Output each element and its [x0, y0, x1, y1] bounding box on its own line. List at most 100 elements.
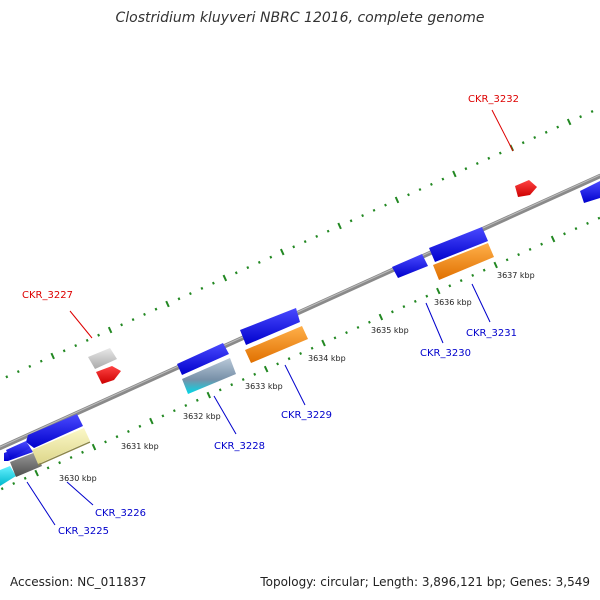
- outer-tick: [566, 118, 572, 126]
- inner-tick: [517, 253, 521, 257]
- outer-tick: [464, 167, 468, 171]
- inner-tick: [195, 398, 199, 402]
- gene-feature-yellow[interactable]: [32, 428, 90, 464]
- scale-label-3635: 3635 kbp: [371, 326, 409, 335]
- gene-label-3226[interactable]: CKR_3226: [95, 508, 146, 519]
- genes-label: Genes:: [509, 575, 552, 589]
- inner-tick: [263, 365, 269, 373]
- outer-tick: [120, 323, 124, 327]
- inner-tick: [58, 461, 62, 465]
- outer-tick: [521, 141, 525, 145]
- gene-label-3225[interactable]: CKR_3225: [58, 526, 109, 537]
- outer-tick: [394, 196, 400, 204]
- outer-tick: [556, 125, 560, 129]
- outer-tick: [407, 193, 410, 197]
- genes-value: 3,549: [555, 575, 590, 589]
- outer-tick: [16, 370, 20, 374]
- outer-tick: [246, 266, 250, 270]
- outer-tick: [74, 344, 78, 348]
- gene-feature-blue-3229a[interactable]: [240, 308, 300, 345]
- inner-tick: [459, 279, 463, 283]
- gene-feature-lightgray-3227[interactable]: [88, 348, 117, 369]
- inner-tick: [0, 487, 4, 491]
- accession-value: NC_011837: [77, 575, 147, 589]
- outer-tick: [429, 182, 433, 186]
- inner-tick: [253, 372, 257, 376]
- inner-tick: [597, 216, 600, 220]
- outer-tick: [315, 234, 319, 238]
- inner-tick: [161, 414, 165, 418]
- leader-3230: [425, 302, 444, 344]
- gene-feature-red-3227[interactable]: [96, 366, 121, 384]
- leader-3226: [66, 481, 94, 506]
- inner-tick: [115, 435, 119, 439]
- scale-label-3633: 3633 kbp: [245, 382, 283, 391]
- outer-tick: [39, 359, 43, 363]
- leader-3229: [284, 364, 306, 406]
- inner-tick: [505, 258, 509, 262]
- gene-feature-blue-2[interactable]: [26, 414, 83, 448]
- inner-tick: [413, 299, 417, 303]
- gene-feature-yellow-shadow: [37, 441, 91, 466]
- gene-features: [0, 180, 600, 486]
- inner-tick: [390, 310, 394, 314]
- gene-label-3229[interactable]: CKR_3229: [281, 410, 332, 421]
- outer-tick: [533, 135, 537, 140]
- gene-label-3231[interactable]: CKR_3231: [466, 328, 517, 339]
- gene-label-3230[interactable]: CKR_3230: [420, 348, 471, 359]
- gene-feature-blue-right[interactable]: [580, 181, 600, 203]
- inner-tick: [287, 357, 291, 361]
- gene-feature-blue-3230[interactable]: [392, 254, 428, 278]
- outer-tick: [165, 300, 170, 308]
- gene-feature-blue-3231a[interactable]: [429, 227, 488, 262]
- outer-tick: [200, 286, 204, 290]
- length-label: Length:: [372, 575, 419, 589]
- inner-tick: [81, 450, 84, 454]
- inner-tick: [69, 455, 73, 460]
- gene-labels: CKR_3225 CKR_3226 CKR_3227 CKR_3228 CKR_…: [22, 94, 519, 537]
- outer-tick: [97, 333, 101, 337]
- inner-tick-row: [0, 216, 600, 491]
- outer-tick: [475, 161, 479, 166]
- gene-feature-red-3232[interactable]: [515, 180, 537, 197]
- scale-label-3636: 3636 kbp: [434, 298, 472, 307]
- leader-3231: [471, 283, 491, 323]
- gene-feature-gray-left[interactable]: [10, 452, 42, 477]
- gene-feature-cyangray-3228[interactable]: [182, 358, 236, 394]
- inner-tick: [493, 261, 498, 269]
- outer-tick: [452, 170, 457, 178]
- outer-tick: [211, 281, 215, 285]
- gene-label-3227[interactable]: CKR_3227: [22, 290, 73, 301]
- map-title: Clostridium kluyveri NBRC 12016, complet…: [115, 10, 485, 26]
- outer-tick: [279, 248, 285, 256]
- gene-label-3228[interactable]: CKR_3228: [214, 441, 265, 452]
- outer-tick: [177, 297, 181, 301]
- scale-label-3630: 3630 kbp: [59, 474, 97, 483]
- inner-tick: [46, 466, 50, 470]
- outer-tick: [303, 240, 307, 244]
- genome-backbone: [0, 173, 600, 451]
- outer-tick: [188, 292, 192, 296]
- outer-tick: [579, 115, 583, 119]
- genome-stats: Topology: circular; Length: 3,896,121 bp…: [260, 575, 590, 589]
- accession-label: Accession:: [10, 575, 74, 589]
- scale-label-3631: 3631 kbp: [121, 442, 159, 451]
- gene-feature-blue-3[interactable]: [6, 441, 30, 459]
- gene-feature-orange-3229[interactable]: [245, 326, 308, 363]
- inner-tick: [138, 424, 142, 428]
- inner-tick: [528, 247, 532, 251]
- inner-tick: [230, 383, 234, 387]
- gene-feature-orange-3231[interactable]: [433, 243, 494, 280]
- inner-tick: [12, 481, 16, 486]
- scale-label-3637: 3637 kbp: [497, 271, 535, 280]
- outer-tick: [418, 188, 422, 192]
- inner-tick: [218, 388, 222, 392]
- outer-tick: [28, 364, 32, 368]
- gene-feature-cyan-left[interactable]: [0, 466, 16, 486]
- inner-tick: [550, 235, 556, 243]
- leader-3225: [26, 481, 56, 526]
- gene-feature-blue-3228a[interactable]: [177, 343, 229, 375]
- inner-tick: [425, 294, 429, 298]
- gene-label-3232[interactable]: CKR_3232: [468, 94, 519, 105]
- outer-tick: [349, 219, 353, 223]
